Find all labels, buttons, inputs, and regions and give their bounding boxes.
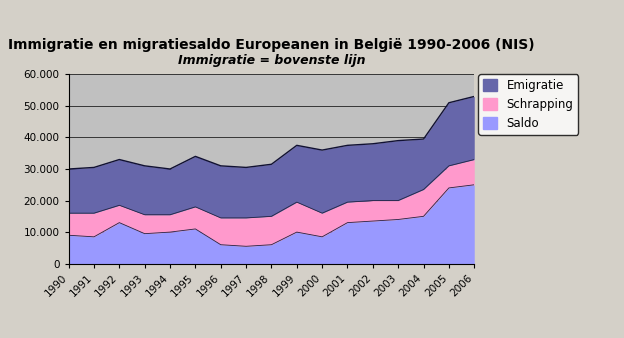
Text: Immigratie = bovenste lijn: Immigratie = bovenste lijn: [178, 54, 365, 67]
Legend: Emigratie, Schrapping, Saldo: Emigratie, Schrapping, Saldo: [478, 74, 578, 135]
Title: Immigratie en migratiesaldo Europeanen in België 1990-2006 (NIS): Immigratie en migratiesaldo Europeanen i…: [8, 38, 535, 52]
